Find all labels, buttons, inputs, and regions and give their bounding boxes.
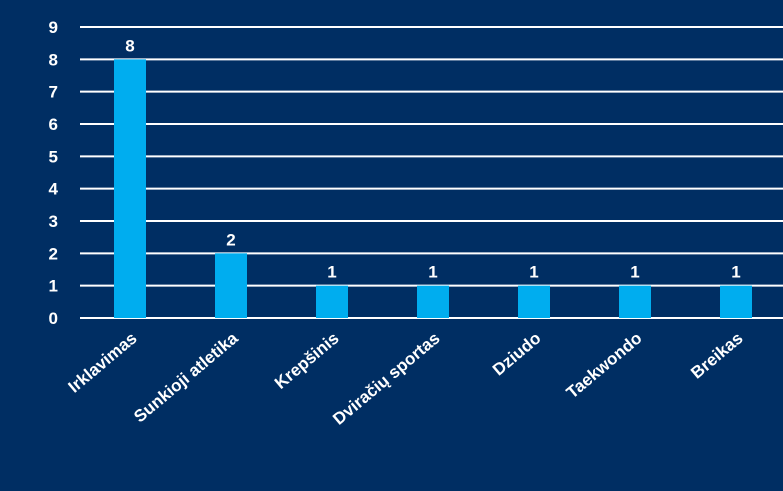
y-tick-label: 1 xyxy=(49,277,58,296)
data-label: 1 xyxy=(529,263,538,282)
x-tick-label: Dviračių sportas xyxy=(329,329,443,429)
data-label: 1 xyxy=(731,263,740,282)
y-tick-label: 0 xyxy=(49,309,58,328)
y-tick-label: 8 xyxy=(49,50,58,69)
bar xyxy=(316,285,348,318)
gridlines xyxy=(80,26,783,319)
y-tick-label: 9 xyxy=(49,18,58,37)
bar xyxy=(720,285,752,318)
y-tick-label: 7 xyxy=(49,83,58,102)
y-tick-label: 5 xyxy=(49,147,58,166)
y-tick-label: 3 xyxy=(49,212,58,231)
data-label: 8 xyxy=(125,36,134,55)
bar xyxy=(114,59,146,318)
data-label: 1 xyxy=(428,263,437,282)
y-tick-label: 4 xyxy=(49,180,59,199)
y-axis-ticks: 0 1 2 3 4 5 6 7 8 9 xyxy=(49,18,59,328)
data-label: 1 xyxy=(327,263,336,282)
x-tick-label: Breikas xyxy=(687,329,746,383)
bars xyxy=(114,59,752,318)
x-tick-label: Krepšinis xyxy=(271,329,343,393)
bar xyxy=(518,285,550,318)
bar xyxy=(619,285,651,318)
x-tick-label: Irklavimas xyxy=(65,329,141,397)
bar xyxy=(215,253,247,318)
bar xyxy=(417,285,449,318)
x-tick-label: Dziudo xyxy=(489,329,545,380)
x-tick-label: Taekwondo xyxy=(563,329,646,403)
data-label: 2 xyxy=(226,230,235,249)
x-tick-label: Sunkioji atletika xyxy=(130,328,242,426)
data-label: 1 xyxy=(630,263,639,282)
data-labels: 8 2 1 1 1 1 1 xyxy=(125,36,740,281)
y-tick-label: 6 xyxy=(49,115,58,134)
y-tick-label: 2 xyxy=(49,244,58,263)
